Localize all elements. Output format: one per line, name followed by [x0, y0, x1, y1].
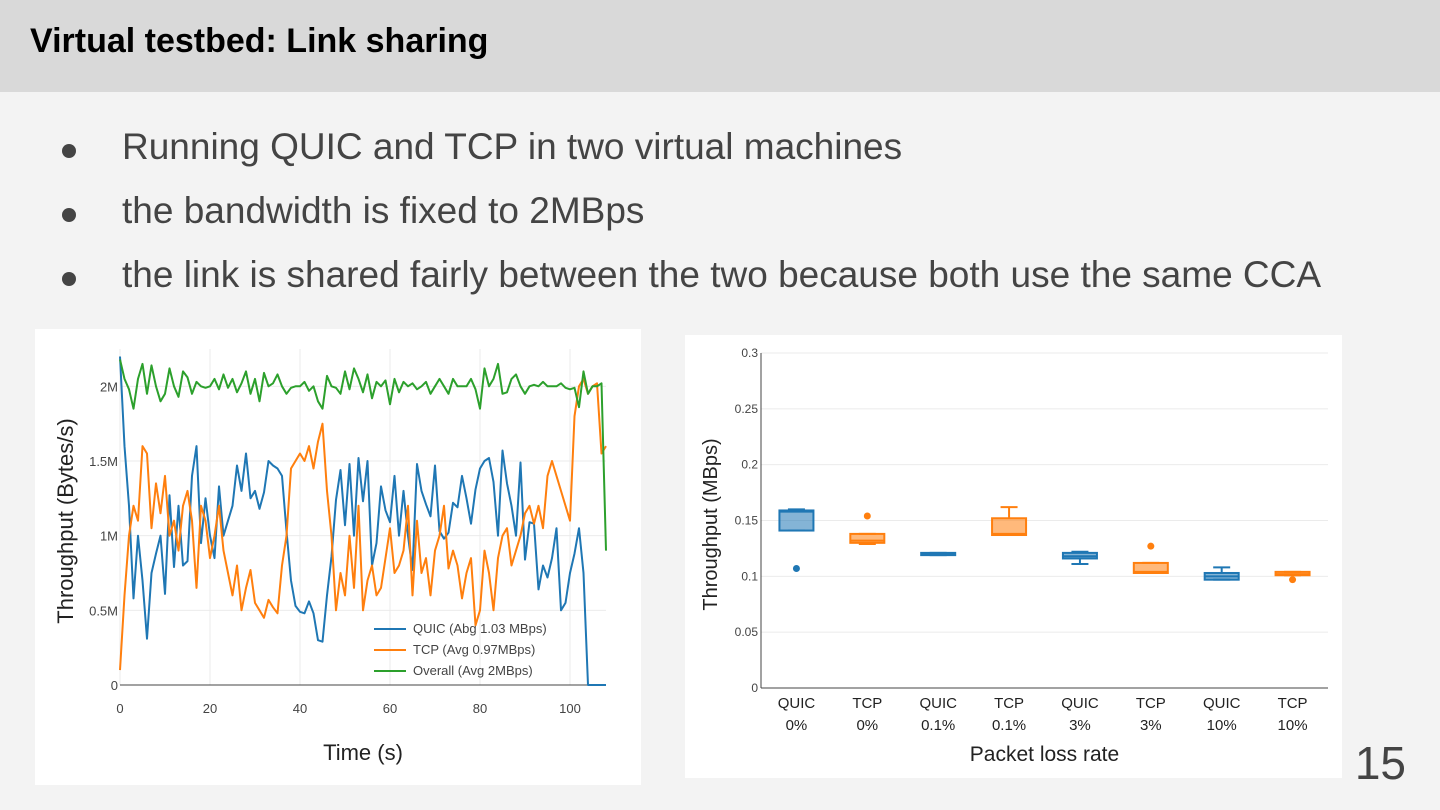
page-number: 15 — [1354, 737, 1406, 789]
y-tick-label: 0.25 — [735, 402, 759, 416]
box — [778, 509, 815, 532]
y-tick-label: 0.15 — [735, 514, 759, 528]
bullet-text: the link is shared fairly between the tw… — [122, 254, 1322, 295]
slide-title: Virtual testbed: Link sharing — [30, 22, 489, 60]
x-tick-sublabel: 3% — [1069, 717, 1091, 734]
x-tick-label: TCP — [1136, 695, 1166, 712]
line-chart: 0 20 40 60 80 100 0 0.5M 1M 1.5M 2M QUIC (Abg 1.03 … — [35, 329, 641, 785]
x-tick-sublabel: 0% — [856, 717, 878, 734]
x-axis-title: Time (s) — [323, 740, 403, 765]
box-plot-svg: 0 0.05 0.1 0.15 0.2 0.25 0.3 QUIC 0% TCP 0% QUIC 0.1… — [700, 346, 1328, 766]
x-tick-sublabel: 10% — [1278, 717, 1308, 734]
x-tick-sublabel: 0.1% — [921, 717, 955, 734]
bullet-text: Running QUIC and TCP in two virtual mach… — [122, 126, 903, 167]
x-tick-label: QUIC — [778, 695, 816, 712]
x-tick-label: TCP — [994, 695, 1024, 712]
x-tick-label: TCP — [852, 695, 882, 712]
series-line — [119, 356, 606, 686]
y-tick-label: 0.1 — [741, 569, 758, 583]
bullet-dot-icon — [62, 144, 76, 158]
box — [991, 517, 1028, 537]
box — [849, 532, 886, 544]
x-tick-label: QUIC — [1061, 695, 1099, 712]
x-tick-label: QUIC — [919, 695, 957, 712]
x-tick-label: QUIC — [1203, 695, 1241, 712]
outlier-point — [1289, 576, 1297, 584]
x-tick-sublabel: 0% — [786, 717, 808, 734]
x-tick-sublabel: 0.1% — [992, 717, 1026, 734]
slide-header: Virtual testbed: Link sharing — [0, 0, 1440, 92]
outlier-point — [1147, 542, 1155, 550]
x-tick-label: 0 — [116, 701, 123, 716]
legend-label: TCP (Avg 0.97MBps) — [413, 642, 535, 657]
y-tick-label: 1.5M — [89, 454, 118, 469]
y-axis-title: Throughput (MBps) — [700, 438, 722, 610]
y-tick-label: 0.3 — [741, 346, 758, 360]
x-axis-title: Packet loss rate — [970, 743, 1119, 766]
bullet-dot-icon — [62, 208, 76, 222]
bullet-text: the bandwidth is fixed to 2MBps — [122, 190, 645, 231]
x-tick-sublabel: 10% — [1207, 717, 1237, 734]
y-tick-label: 0 — [751, 681, 758, 695]
y-axis-title: Throughput (Bytes/s) — [53, 418, 78, 623]
outlier-point — [863, 512, 871, 520]
y-tick-label: 0.05 — [735, 625, 759, 639]
legend-label: QUIC (Abg 1.03 MBps) — [413, 621, 547, 636]
series-line — [119, 359, 607, 551]
x-tick-label: 60 — [383, 701, 397, 716]
box-plot-chart: 0 0.05 0.1 0.15 0.2 0.25 0.3 QUIC 0% TCP 0% QUIC 0.1… — [685, 335, 1342, 778]
series-line — [119, 377, 607, 671]
outlier-point — [792, 565, 800, 573]
box — [1132, 561, 1169, 574]
bullet-dot-icon — [62, 272, 76, 286]
y-tick-label: 0.5M — [89, 603, 118, 618]
x-tick-label: 100 — [559, 701, 581, 716]
line-chart-svg: 0 20 40 60 80 100 0 0.5M 1M 1.5M 2M QUIC (Abg 1.03 … — [53, 349, 607, 765]
x-tick-label: 40 — [293, 701, 307, 716]
x-tick-label: TCP — [1278, 695, 1308, 712]
x-tick-sublabel: 3% — [1140, 717, 1162, 734]
y-tick-label: 1M — [100, 529, 118, 544]
y-tick-label: 0 — [111, 678, 118, 693]
x-tick-label: 80 — [473, 701, 487, 716]
y-tick-label: 0.2 — [741, 458, 758, 472]
y-tick-label: 2M — [100, 379, 118, 394]
x-tick-label: 20 — [203, 701, 217, 716]
legend-label: Overall (Avg 2MBps) — [413, 663, 533, 678]
